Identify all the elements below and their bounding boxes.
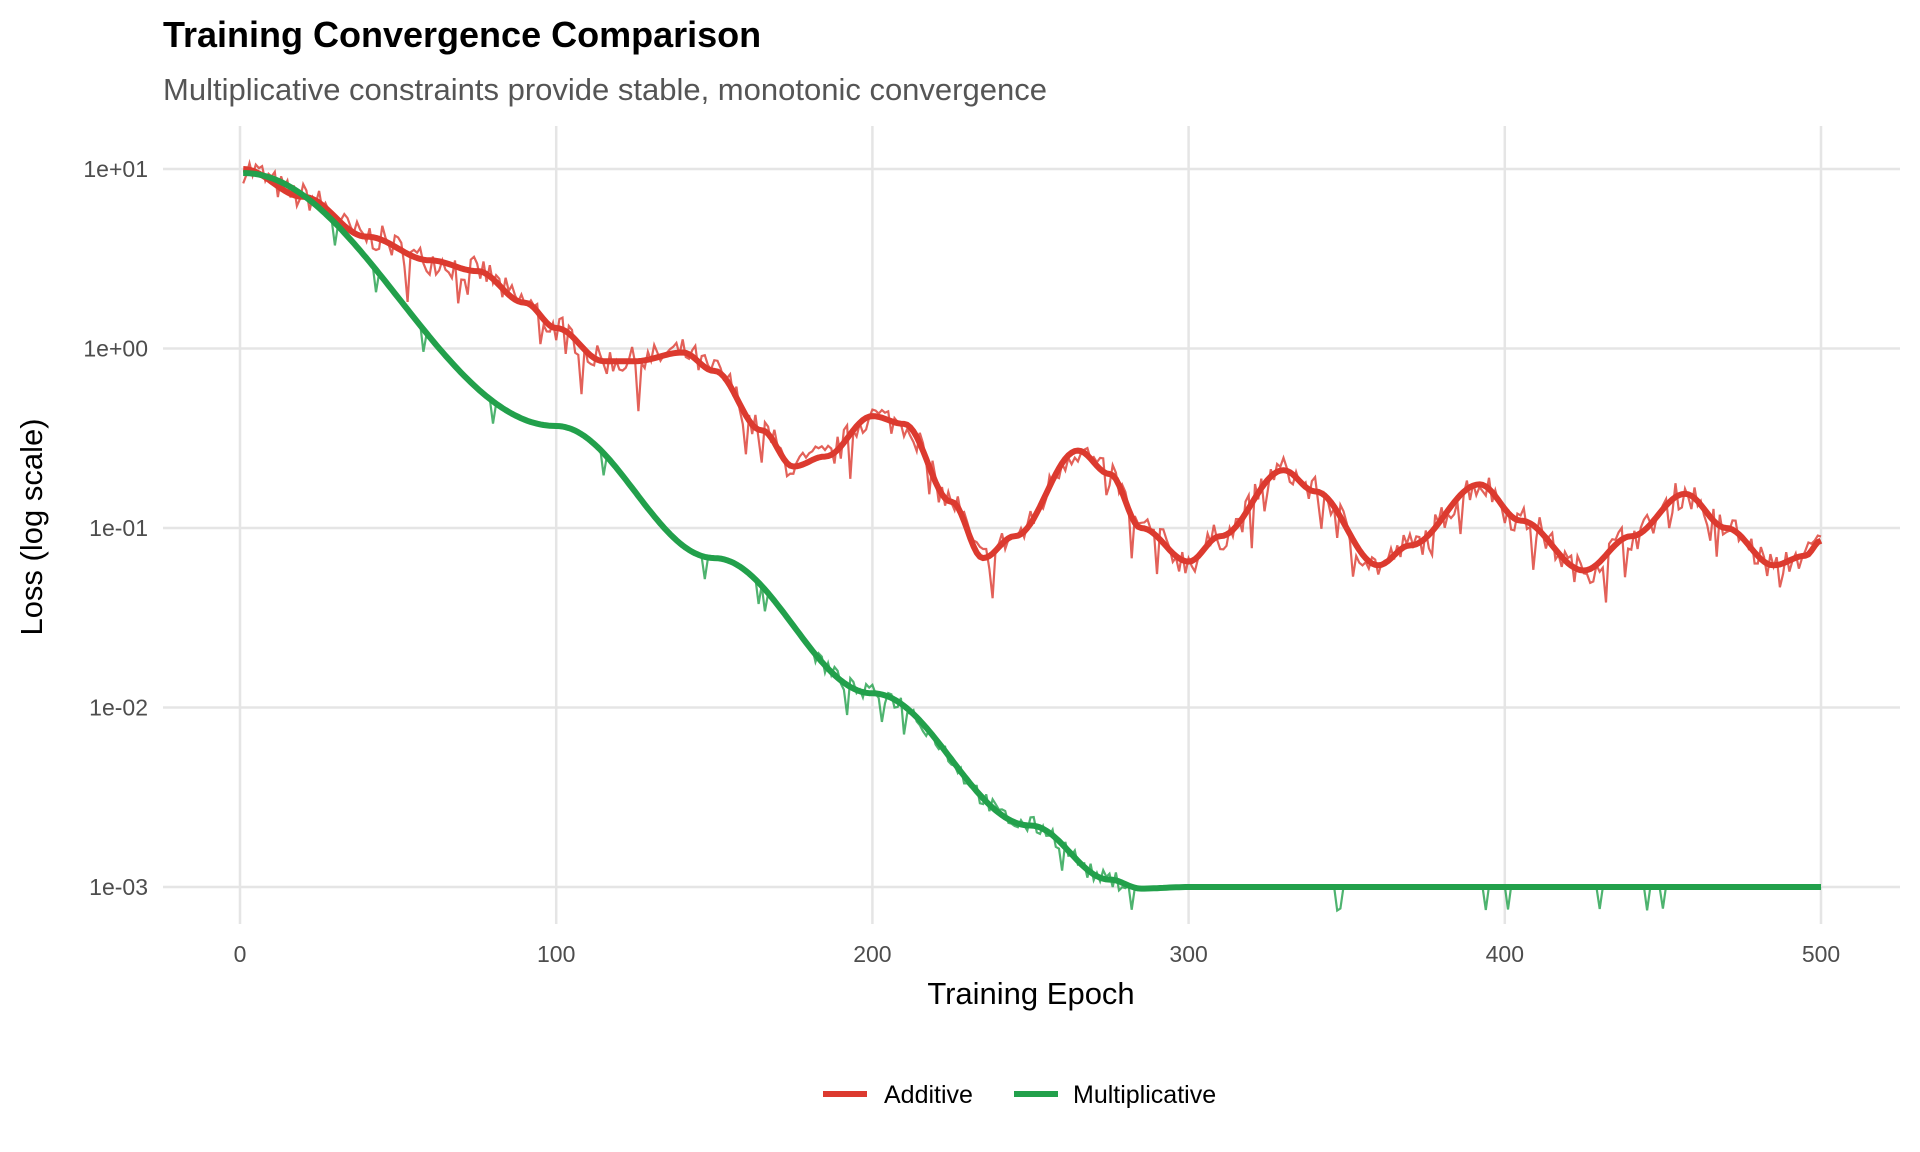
legend-label-additive: Additive bbox=[884, 1081, 973, 1109]
y-tick-label: 1e+01 bbox=[83, 156, 148, 182]
chart-title: Training Convergence Comparison bbox=[163, 14, 762, 55]
series-additive-raw bbox=[242, 158, 1822, 603]
y-tick-label: 1e-02 bbox=[89, 695, 148, 721]
y-axis-title: Loss (log scale) bbox=[14, 418, 49, 635]
x-tick-label: 100 bbox=[537, 941, 575, 967]
x-tick-label: 0 bbox=[234, 941, 247, 967]
y-tick-label: 1e-01 bbox=[89, 515, 148, 541]
series-lines bbox=[242, 158, 1823, 913]
grid bbox=[163, 126, 1900, 924]
x-tick-labels: 0 100 200 300 400 500 bbox=[234, 941, 1841, 967]
y-tick-label: 1e+00 bbox=[83, 336, 148, 362]
y-tick-labels: 1e+01 1e+00 1e-01 1e-02 1e-03 bbox=[83, 156, 148, 900]
x-tick-label: 400 bbox=[1486, 941, 1524, 967]
x-axis-title: Training Epoch bbox=[927, 976, 1134, 1011]
series-multiplicative-raw bbox=[242, 170, 1822, 913]
series-multiplicative-smooth bbox=[243, 170, 1821, 892]
legend: Additive Multiplicative bbox=[823, 1081, 1216, 1109]
chart-subtitle: Multiplicative constraints provide stabl… bbox=[163, 72, 1047, 107]
y-tick-label: 1e-03 bbox=[89, 874, 148, 900]
series-additive-smooth bbox=[243, 166, 1823, 574]
x-tick-label: 200 bbox=[853, 941, 891, 967]
x-tick-label: 300 bbox=[1169, 941, 1207, 967]
x-tick-label: 500 bbox=[1802, 941, 1840, 967]
legend-label-multiplicative: Multiplicative bbox=[1073, 1081, 1216, 1109]
